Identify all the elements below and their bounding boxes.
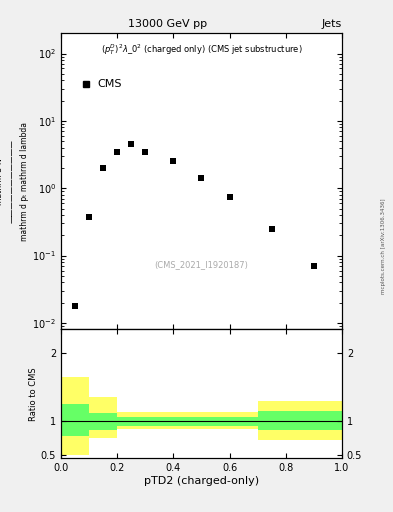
Text: Jets: Jets <box>321 19 342 29</box>
Y-axis label: Ratio to CMS: Ratio to CMS <box>29 367 38 421</box>
Text: mcplots.cern.ch [arXiv:1306.3436]: mcplots.cern.ch [arXiv:1306.3436] <box>381 198 386 293</box>
Text: $(p_T^D)^2\lambda\_0^2$ (charged only) (CMS jet substructure): $(p_T^D)^2\lambda\_0^2$ (charged only) (… <box>101 42 302 57</box>
Text: (CMS_2021_I1920187): (CMS_2021_I1920187) <box>154 260 248 269</box>
Y-axis label: mathrm d²N
———————————
mathrm d pₜ mathrm d lambda: mathrm d²N ——————————— mathrm d pₜ mathr… <box>0 122 29 241</box>
Text: 13000 GeV pp: 13000 GeV pp <box>128 19 207 29</box>
X-axis label: pTD2 (charged-only): pTD2 (charged-only) <box>144 476 259 486</box>
Text: CMS: CMS <box>97 79 122 89</box>
